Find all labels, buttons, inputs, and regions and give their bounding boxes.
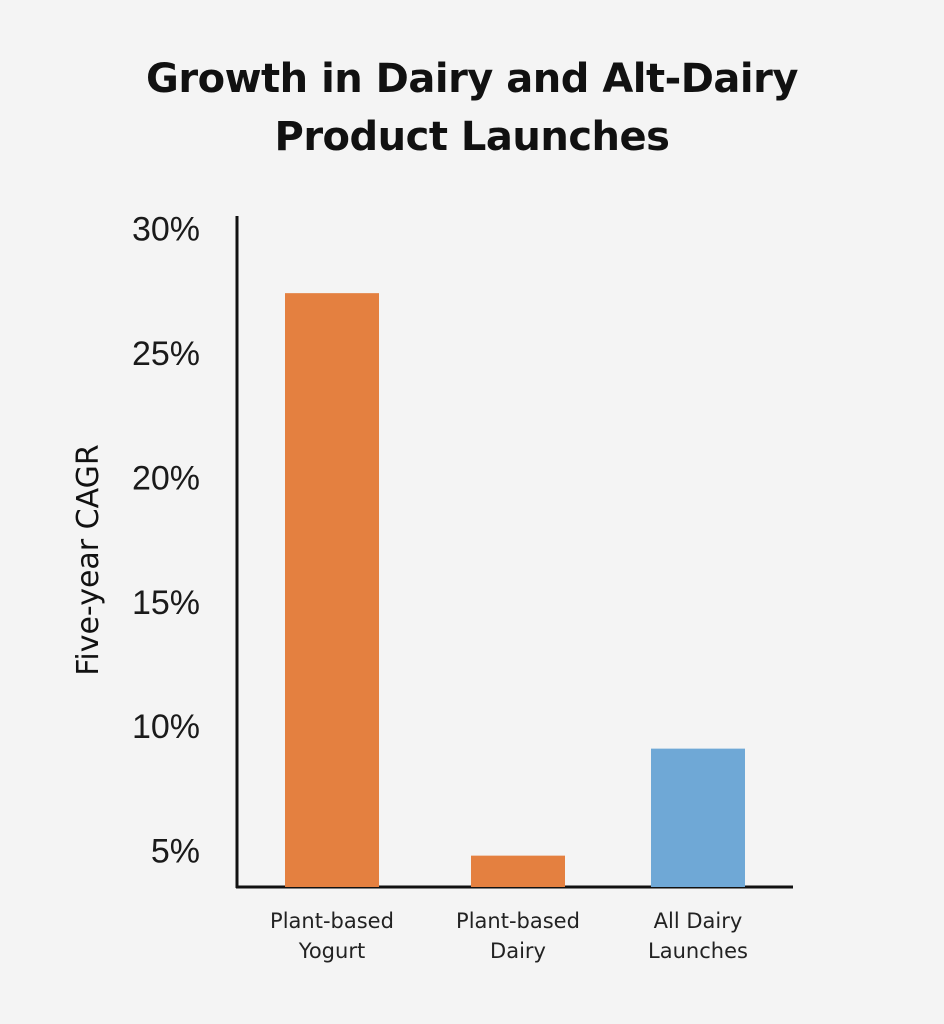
y-tick-label: 15% (132, 584, 200, 622)
chart-title-line-2: Product Launches (274, 114, 670, 160)
x-tick-label: Dairy (490, 939, 546, 963)
bar-2 (651, 748, 745, 887)
x-tick-label: All Dairy (654, 909, 743, 933)
y-tick-label: 20% (132, 459, 200, 497)
bars-group (285, 293, 745, 888)
chart-title-line-1: Growth in Dairy and Alt-Dairy (146, 56, 798, 102)
bar-0 (285, 293, 379, 888)
y-tick-label: 5% (151, 833, 200, 871)
y-axis-label: Five-year CAGR (71, 444, 106, 675)
x-tick-label: Yogurt (298, 939, 365, 963)
y-ticks-group: 5% 10% 15% 20% 25% 30% (132, 210, 200, 870)
x-tick-label: Launches (648, 939, 748, 963)
y-tick-label: 30% (132, 210, 200, 248)
y-tick-label: 10% (132, 708, 200, 746)
bar-1 (471, 855, 565, 887)
y-tick-label: 25% (132, 335, 200, 373)
x-ticks-group: Plant-based Yogurt Plant-based Dairy All Dai… (270, 909, 748, 963)
x-tick-label: Plant-based (456, 909, 580, 933)
x-tick-label: Plant-based (270, 909, 394, 933)
